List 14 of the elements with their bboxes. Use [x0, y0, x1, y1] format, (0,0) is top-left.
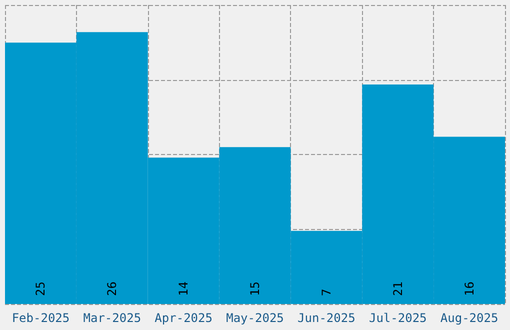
x-tick-label: Aug-2025 — [440, 311, 498, 325]
x-tick-label: Mar-2025 — [83, 311, 142, 325]
x-tick-label: Feb-2025 — [12, 311, 70, 325]
data-label: 14 — [176, 282, 191, 296]
x-tick-label: May-2025 — [226, 311, 284, 325]
data-label: 7 — [319, 288, 334, 296]
x-tick-label: Jul-2025 — [368, 311, 427, 325]
data-label: 15 — [248, 282, 262, 296]
data-label: 25 — [34, 282, 48, 296]
x-tick-label: Jun-2025 — [298, 311, 356, 325]
data-label: 26 — [105, 282, 120, 296]
data-label: 16 — [462, 282, 476, 296]
data-label: 21 — [390, 282, 405, 296]
x-tick-label: Apr-2025 — [154, 311, 212, 325]
